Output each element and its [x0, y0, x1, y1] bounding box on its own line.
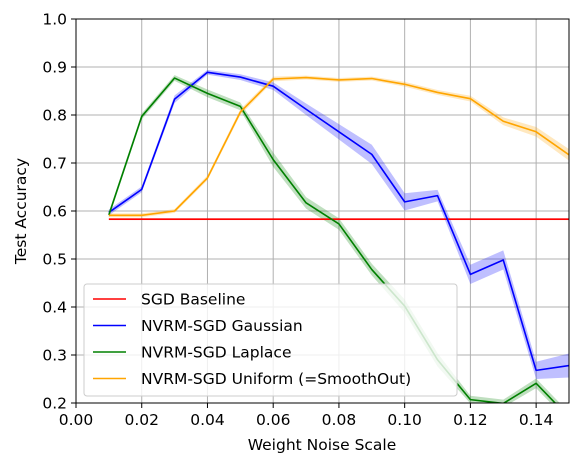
x-tick-label: 0.02	[124, 411, 159, 429]
x-ticks: 0.00 0.02 0.04 0.06 0.08 0.10 0.12 0.14	[59, 403, 554, 429]
y-tick-label: 0.9	[42, 59, 67, 77]
legend-label: SGD Baseline	[141, 291, 245, 309]
x-tick-label: 0.04	[190, 411, 225, 429]
series-line	[108, 71, 569, 372]
y-tick-label: 0.3	[42, 347, 67, 365]
legend-label: NVRM-SGD Laplace	[141, 344, 291, 362]
x-tick-label: 0.10	[387, 411, 422, 429]
y-tick-label: 0.8	[42, 107, 67, 125]
plot-lines	[108, 71, 569, 403]
legend-box	[83, 283, 458, 397]
x-tick-label: 0.14	[519, 411, 554, 429]
y-ticks: 0.2 0.3 0.4 0.5 0.6 0.7 0.8 0.9 1.0	[42, 11, 76, 413]
legend-label: NVRM-SGD Uniform (=SmoothOut)	[141, 370, 411, 388]
y-axis-label: Test Accuracy	[12, 158, 30, 265]
x-tick-label: 0.06	[256, 411, 291, 429]
y-tick-label: 0.5	[42, 251, 67, 269]
y-tick-label: 0.6	[42, 203, 67, 221]
x-axis-label: Weight Noise Scale	[248, 436, 397, 454]
legend: SGD Baseline NVRM-SGD Gaussian NVRM-SGD La…	[83, 283, 458, 397]
series-line	[108, 76, 569, 217]
y-tick-label: 0.2	[42, 395, 67, 413]
y-tick-label: 0.7	[42, 155, 67, 173]
legend-label: NVRM-SGD Gaussian	[141, 317, 303, 335]
x-tick-label: 0.00	[59, 411, 94, 429]
series-line	[108, 77, 557, 403]
y-tick-label: 0.4	[42, 299, 67, 317]
x-tick-label: 0.12	[453, 411, 488, 429]
y-tick-label: 1.0	[42, 11, 67, 29]
x-tick-label: 0.08	[322, 411, 357, 429]
